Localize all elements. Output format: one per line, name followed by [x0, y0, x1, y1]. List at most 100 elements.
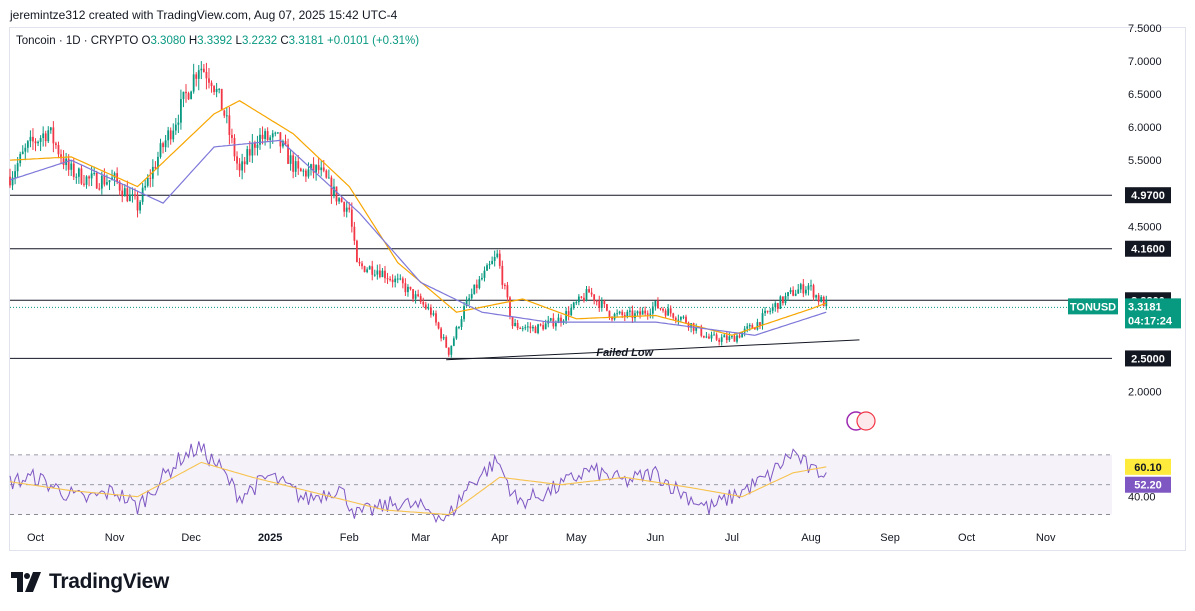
candle-body: [820, 296, 823, 302]
candle-body: [26, 141, 29, 148]
candle-body: [695, 326, 698, 331]
candle-body: [47, 130, 50, 142]
candle-body: [259, 134, 261, 145]
candle-body: [761, 313, 764, 326]
time-axis-tick: Dec: [181, 532, 201, 544]
candle-body: [608, 310, 611, 318]
candle-body: [356, 240, 358, 263]
candle-body: [437, 322, 440, 329]
candle-body: [524, 327, 527, 329]
candle-body: [348, 207, 351, 210]
candle-body: [557, 317, 560, 324]
candle-body: [764, 310, 766, 314]
candle-body: [396, 278, 399, 280]
candle-body: [108, 180, 111, 183]
candle-body: [243, 161, 246, 165]
candle-body: [606, 304, 608, 311]
candle-body: [350, 209, 353, 227]
candle-body: [37, 141, 39, 144]
candle-body: [213, 85, 215, 93]
candle-body: [24, 147, 27, 152]
rsi-value-tag: 60.10: [1134, 462, 1162, 474]
candle-body: [200, 68, 203, 71]
candle-body: [424, 304, 427, 309]
candle-body: [475, 284, 478, 289]
candle-body: [463, 306, 465, 320]
time-axis-tick: Nov: [105, 532, 125, 544]
candle-body: [493, 256, 496, 261]
candle-body: [432, 313, 435, 315]
candle-body: [575, 302, 578, 304]
candle-body: [748, 325, 751, 327]
time-axis-tick: Oct: [958, 532, 975, 544]
candle-body: [593, 294, 596, 301]
candle-body: [782, 296, 784, 304]
time-axis-tick: Oct: [27, 532, 44, 544]
candle-body: [560, 317, 562, 323]
candle-body: [626, 311, 629, 317]
candle-body: [276, 132, 279, 134]
candle-body: [616, 313, 619, 315]
candle-body: [256, 144, 259, 148]
candle-body: [544, 323, 547, 330]
failed-low-label: Failed Low: [596, 347, 654, 359]
level-tag-bg: [1125, 350, 1171, 367]
candle-body: [534, 326, 537, 334]
candle-body: [636, 311, 639, 314]
candle-body: [29, 136, 32, 142]
candle-body: [705, 336, 708, 338]
candle-body: [376, 270, 379, 275]
candle-body: [279, 132, 282, 147]
candle-body: [399, 278, 402, 280]
attribution-text: jeremintze312 created with TradingView.c…: [10, 8, 398, 22]
candle-body: [52, 127, 55, 144]
candle-body: [123, 188, 126, 197]
candle-body: [440, 328, 443, 339]
candle-body: [718, 339, 721, 342]
candle-body: [154, 166, 157, 169]
candle-body: [195, 74, 198, 79]
candle-body: [585, 289, 588, 301]
candle-body: [600, 300, 603, 308]
candle-body: [103, 175, 106, 185]
candle-body: [728, 336, 731, 341]
candle-body: [343, 202, 346, 212]
candle-body: [554, 323, 557, 327]
candle-body: [514, 322, 516, 327]
candle-body: [478, 279, 481, 289]
candle-body: [659, 308, 662, 310]
candle-body: [381, 270, 384, 278]
rsi-value-tag-bg: [1125, 458, 1171, 475]
candle-body: [725, 335, 728, 341]
candle-body: [371, 266, 374, 275]
failed-low-trendline: [446, 339, 860, 361]
candle-body: [42, 133, 45, 139]
candle-body: [427, 307, 430, 309]
candle-body: [465, 300, 468, 307]
candle-body: [248, 149, 251, 156]
level-tag-bg: [1125, 240, 1171, 257]
candle-body: [192, 74, 195, 92]
candle-body: [667, 308, 670, 316]
candle-body: [700, 326, 703, 336]
candle-body: [284, 141, 287, 145]
candle-body: [822, 296, 825, 307]
candle-body: [223, 110, 226, 116]
candle-body: [753, 328, 756, 330]
candle-body: [83, 183, 85, 185]
candle-body: [598, 300, 601, 308]
candle-body: [294, 161, 297, 172]
candle-body: [506, 285, 509, 298]
tradingview-logo[interactable]: TradingView: [11, 570, 169, 594]
candle-body: [641, 310, 644, 315]
low-value: 3.2232: [241, 35, 278, 47]
price-axis-tick: 2.0000: [1128, 386, 1162, 398]
price-axis-tick: 6.0000: [1128, 122, 1162, 134]
candle-body: [672, 313, 675, 318]
symbol-label[interactable]: Toncoin · 1D · CRYPTO: [16, 35, 139, 47]
candle-body: [169, 130, 172, 140]
candle-body: [549, 318, 552, 321]
candle-body: [386, 278, 389, 280]
price-axis-tick: 7.5000: [1128, 23, 1162, 35]
